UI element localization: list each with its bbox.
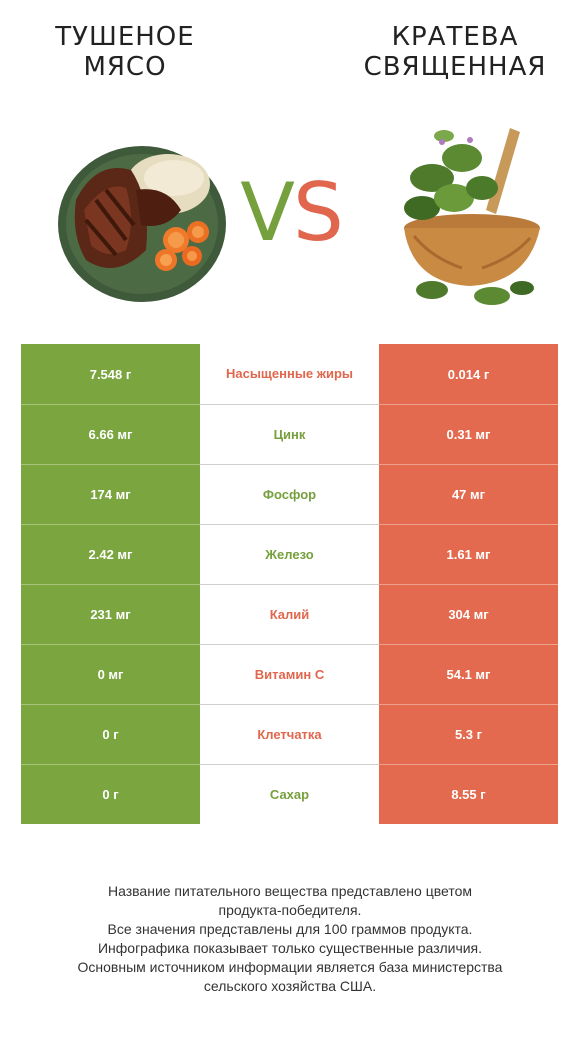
nutrient-comparison-table: 7.548 г Насыщенные жиры 0.014 г 6.66 мг Цинк… — [21, 344, 558, 824]
nutrient-name: Железо — [200, 524, 379, 584]
nutrient-name: Витамин C — [200, 644, 379, 704]
left-value: 231 мг — [21, 584, 200, 644]
nutrient-name: Сахар — [200, 764, 379, 824]
left-value: 0 г — [21, 764, 200, 824]
left-value: 0 мг — [21, 644, 200, 704]
footer-line: сельского хозяйства США. — [203, 978, 377, 994]
right-value: 47 мг — [379, 464, 558, 524]
table-row: 0 г Клетчатка 5.3 г — [21, 704, 558, 764]
right-title-line-2: СВЯЩЕННАЯ — [363, 52, 547, 82]
left-value: 2.42 мг — [21, 524, 200, 584]
left-food-title: ТУШЕНОЕ МЯСО — [0, 22, 250, 82]
right-value: 8.55 г — [379, 764, 558, 824]
table-row: 0 г Сахар 8.55 г — [21, 764, 558, 824]
nutrient-name: Фосфор — [200, 464, 379, 524]
footer-line: Все значения представлены для 100 граммо… — [107, 921, 473, 937]
nutrient-name: Калий — [200, 584, 379, 644]
footer-notes: Название питательного вещества представл… — [0, 882, 580, 996]
stewed-meat-image — [58, 146, 226, 302]
footer-line: Название питательного вещества представл… — [107, 883, 473, 899]
left-value: 174 мг — [21, 464, 200, 524]
holy-basil-image — [404, 128, 540, 305]
left-value: 6.66 мг — [21, 404, 200, 464]
nutrient-name: Цинк — [200, 404, 379, 464]
left-title-line-2: МЯСО — [83, 52, 167, 82]
right-food-title: КРАТЕВА СВЯЩЕННАЯ — [330, 22, 580, 82]
right-value: 1.61 мг — [379, 524, 558, 584]
right-value: 54.1 мг — [379, 644, 558, 704]
right-value: 304 мг — [379, 584, 558, 644]
table-row: 231 мг Калий 304 мг — [21, 584, 558, 644]
table-row: 0 мг Витамин C 54.1 мг — [21, 644, 558, 704]
vs-v-letter: V — [240, 166, 295, 259]
table-row: 2.42 мг Железо 1.61 мг — [21, 524, 558, 584]
footer-line: продукта-победителя. — [218, 902, 362, 918]
nutrient-name: Насыщенные жиры — [200, 344, 379, 404]
table-row: 7.548 г Насыщенные жиры 0.014 г — [21, 344, 558, 404]
right-value: 0.31 мг — [379, 404, 558, 464]
left-value: 7.548 г — [21, 344, 200, 404]
table-row: 174 мг Фосфор 47 мг — [21, 464, 558, 524]
right-value: 5.3 г — [379, 704, 558, 764]
vs-label: VS — [226, 168, 356, 258]
left-title-line-1: ТУШЕНОЕ — [55, 22, 195, 52]
table-row: 6.66 мг Цинк 0.31 мг — [21, 404, 558, 464]
vs-s-letter: S — [292, 166, 344, 259]
nutrient-name: Клетчатка — [200, 704, 379, 764]
footer-line: Инфографика показывает только существенн… — [97, 940, 483, 956]
left-value: 0 г — [21, 704, 200, 764]
footer-line: Основным источником информации является … — [77, 959, 503, 975]
right-value: 0.014 г — [379, 344, 558, 404]
right-title-line-1: КРАТЕВА — [391, 22, 519, 52]
